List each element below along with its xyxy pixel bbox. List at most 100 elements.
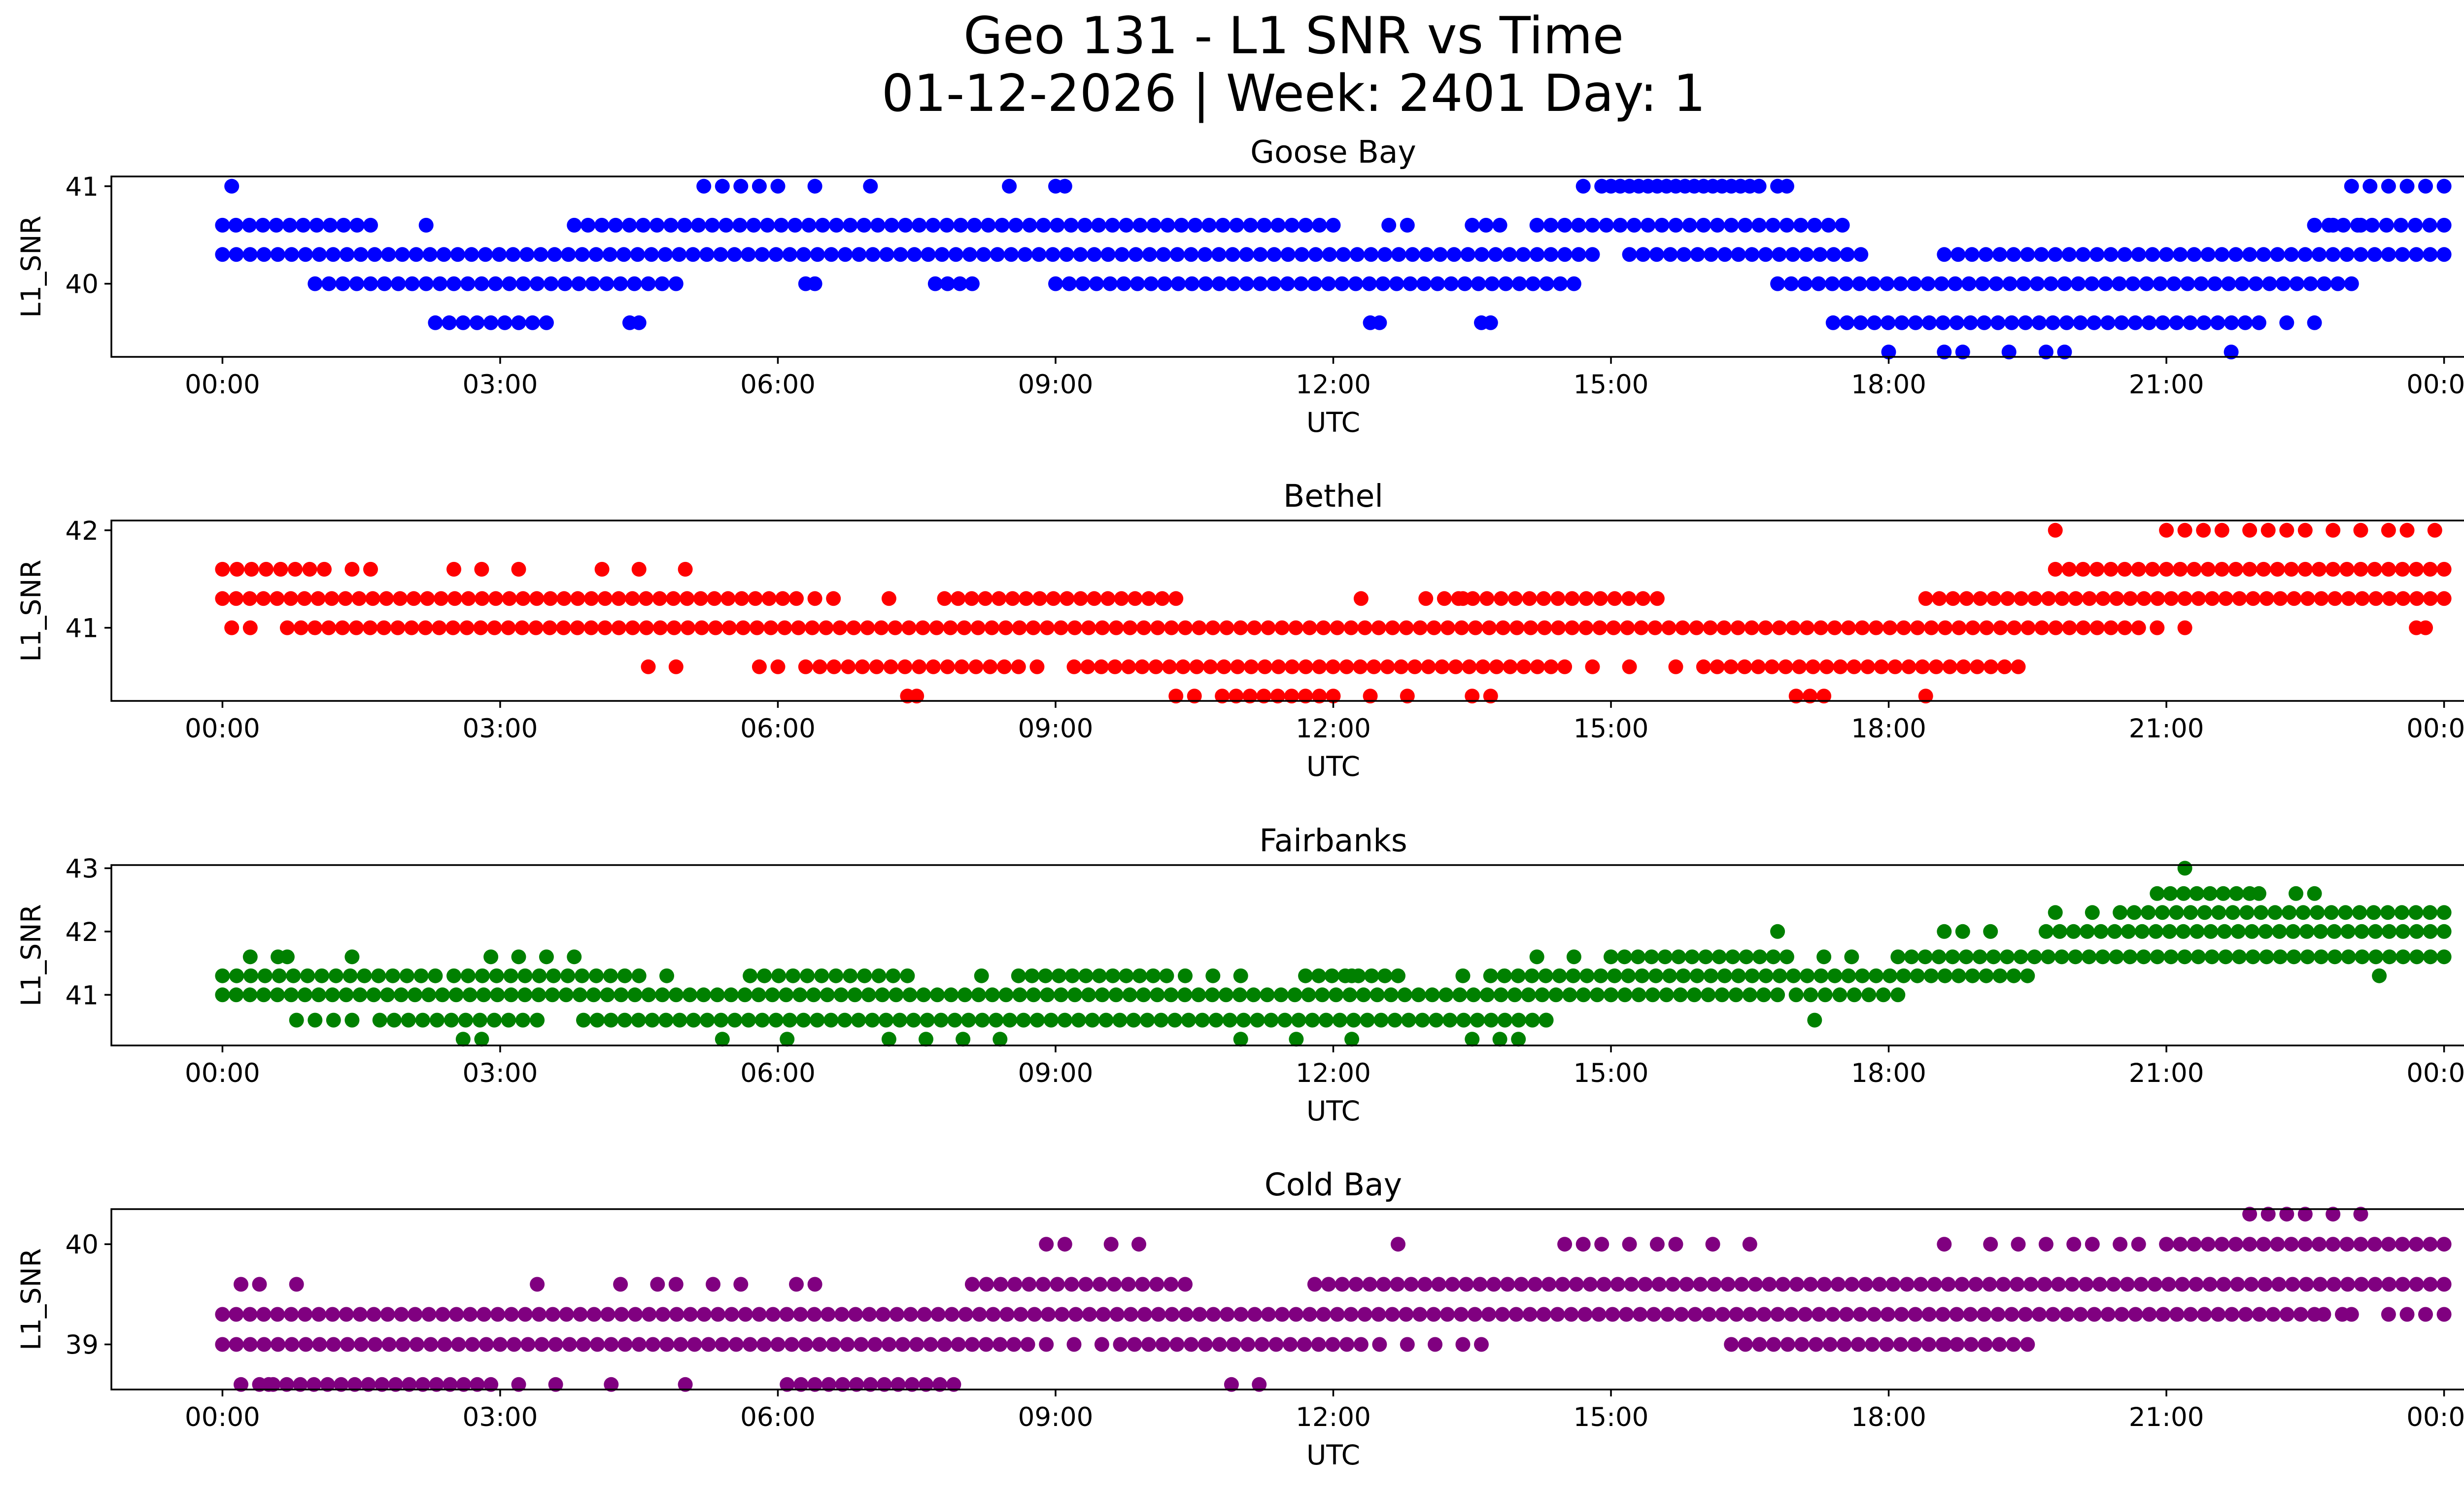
data-point	[2327, 924, 2342, 939]
data-point	[1571, 217, 1586, 233]
data-point	[548, 1337, 563, 1352]
data-point	[1689, 620, 1704, 635]
data-point	[2150, 620, 2165, 635]
data-point	[1008, 217, 1024, 233]
data-point	[1136, 987, 1151, 1003]
x-tick-label: 15:00	[1574, 370, 1649, 400]
data-point	[1772, 620, 1787, 635]
data-point	[944, 1307, 959, 1322]
data-point	[390, 620, 406, 635]
data-point	[293, 1377, 308, 1392]
data-point	[650, 217, 665, 233]
data-point	[948, 247, 963, 262]
data-point	[1109, 1307, 1125, 1322]
data-point	[599, 276, 614, 291]
data-point	[317, 561, 332, 577]
data-point	[1168, 591, 1184, 606]
data-point	[1403, 276, 1418, 291]
data-point	[658, 1012, 674, 1028]
data-point	[1089, 276, 1104, 291]
data-point	[408, 1307, 423, 1322]
data-point	[1311, 968, 1326, 983]
data-point	[1668, 217, 1683, 233]
data-point	[680, 620, 695, 635]
data-point	[1233, 1032, 1248, 1047]
x-tick-label: 09:00	[1018, 1058, 1094, 1088]
data-point	[631, 561, 647, 577]
data-point	[1102, 276, 1118, 291]
data-point	[1029, 659, 1045, 674]
data-point	[519, 247, 535, 262]
data-point	[2150, 591, 2165, 606]
data-point	[775, 591, 790, 606]
data-point	[2367, 1237, 2382, 1252]
data-point	[428, 968, 443, 983]
data-point	[964, 1277, 980, 1292]
data-point	[1146, 217, 1162, 233]
x-tick-label: 18:00	[1851, 1058, 1926, 1088]
data-point	[1233, 968, 1248, 983]
data-point	[964, 276, 980, 291]
data-point	[1063, 217, 1079, 233]
data-point	[907, 247, 922, 262]
data-point	[1087, 591, 1102, 606]
data-point	[2173, 561, 2188, 577]
data-point	[2121, 924, 2136, 939]
data-point	[1492, 1032, 1507, 1047]
data-point	[2286, 924, 2301, 939]
data-point	[2362, 178, 2378, 194]
data-point	[708, 620, 723, 635]
data-point	[1807, 217, 1822, 233]
data-point	[710, 987, 725, 1003]
data-point	[2011, 659, 2026, 674]
data-point	[1116, 276, 1131, 291]
data-point	[2145, 247, 2160, 262]
data-point	[1682, 217, 1697, 233]
data-point	[2297, 247, 2313, 262]
data-point	[1855, 968, 1870, 983]
data-point	[2380, 905, 2396, 920]
data-point	[1569, 1277, 1584, 1292]
data-point	[2214, 247, 2229, 262]
data-point	[1492, 217, 1507, 233]
subplot-title: Fairbanks	[1259, 823, 1407, 859]
data-point	[898, 217, 913, 233]
data-point	[1646, 1307, 1661, 1322]
data-point	[1454, 620, 1469, 635]
data-point	[2353, 561, 2368, 577]
data-point	[2326, 1207, 2341, 1222]
data-point	[916, 987, 931, 1003]
data-point	[1543, 217, 1558, 233]
data-point	[547, 247, 562, 262]
data-point	[1366, 659, 1381, 674]
data-point	[2436, 924, 2452, 939]
y-tick-label: 41	[66, 172, 99, 202]
data-point	[1150, 987, 1165, 1003]
data-point	[895, 1337, 910, 1352]
data-point	[314, 968, 329, 983]
data-point	[302, 561, 317, 577]
data-point	[1758, 968, 1774, 983]
data-point	[937, 1337, 952, 1352]
data-point	[1630, 949, 1645, 965]
data-point	[2313, 924, 2328, 939]
data-point	[1562, 987, 1577, 1003]
data-point	[1594, 1237, 1609, 1252]
data-point	[715, 178, 730, 194]
data-point	[472, 1012, 487, 1028]
data-point	[1164, 620, 1179, 635]
data-point	[1066, 1337, 1082, 1352]
data-point	[2218, 949, 2233, 965]
data-point	[930, 987, 945, 1003]
data-point	[2071, 276, 2086, 291]
data-point	[668, 659, 684, 674]
data-point	[1696, 178, 1711, 194]
data-point	[256, 1307, 272, 1322]
data-point	[585, 276, 600, 291]
data-point	[796, 1012, 811, 1028]
data-point	[750, 620, 765, 635]
data-point	[881, 1032, 896, 1047]
data-point	[1617, 987, 1633, 1003]
data-point	[720, 591, 736, 606]
data-point	[544, 276, 559, 291]
